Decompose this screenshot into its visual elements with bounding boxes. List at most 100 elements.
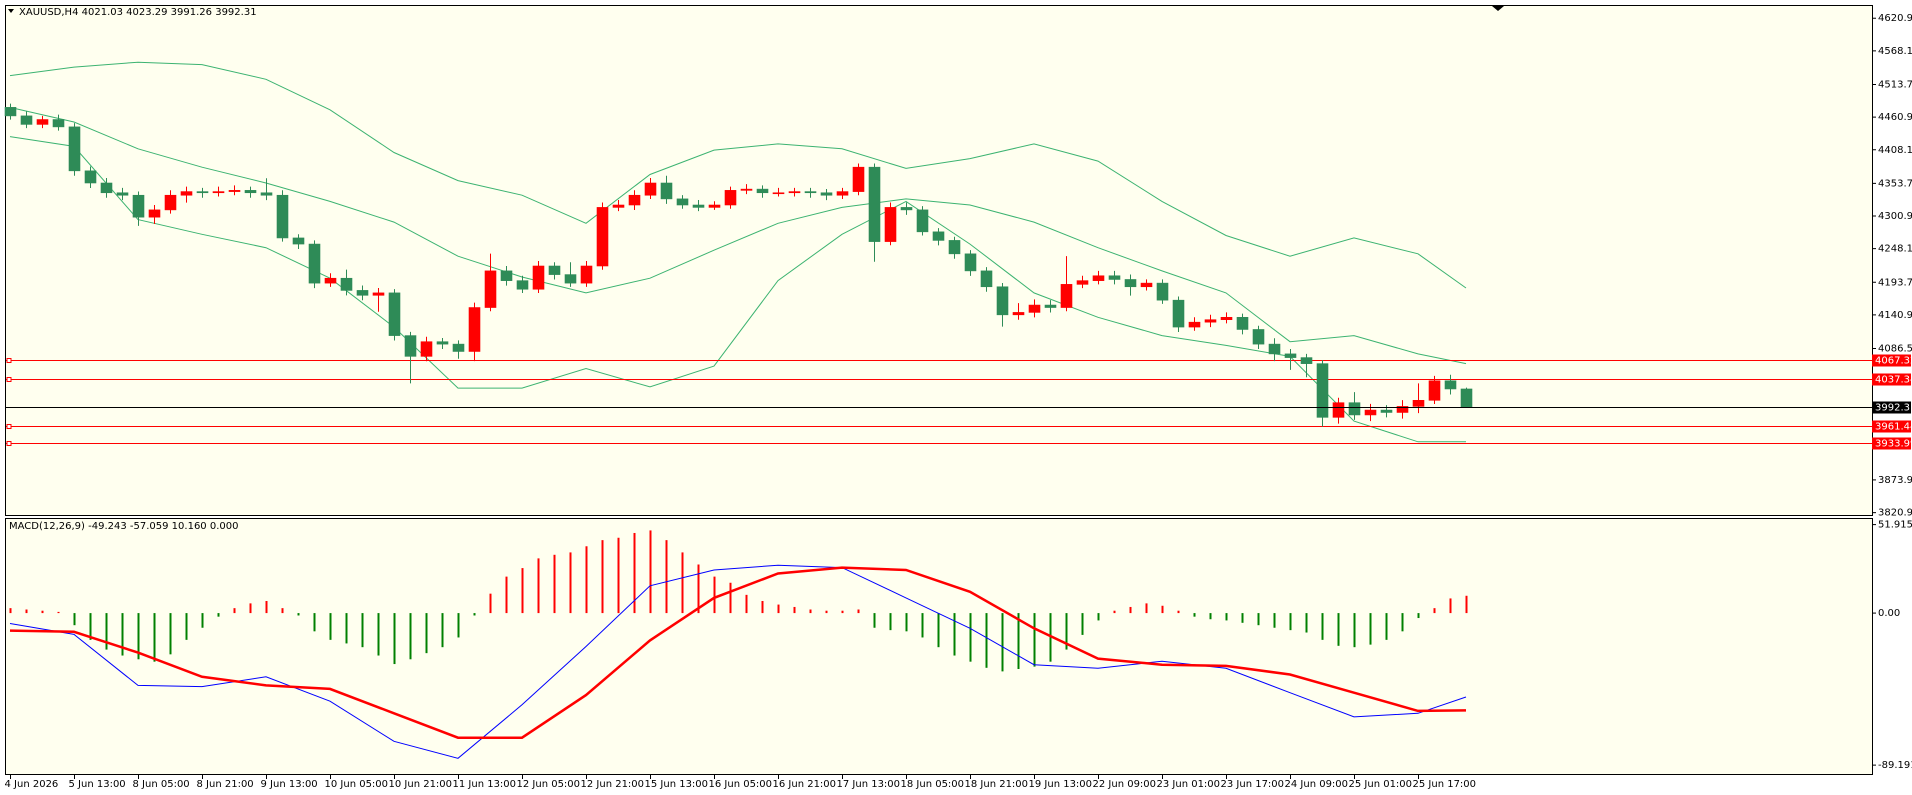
candle-body	[1428, 380, 1441, 401]
candle-body	[1076, 280, 1089, 285]
x-tick-label: 8 Jun 21:00	[197, 779, 254, 790]
menu-arrow[interactable]	[8, 9, 14, 13]
level-handle	[6, 424, 12, 429]
y-tick-label: -89.191	[1878, 760, 1912, 771]
candle-body	[676, 198, 689, 206]
candle-body	[1172, 299, 1185, 328]
candle-body	[1124, 279, 1137, 288]
candle-body	[932, 231, 945, 241]
candle-body	[1300, 357, 1313, 364]
x-tick-label: 18 Jun 21:00	[965, 779, 1029, 790]
candle-body	[436, 341, 449, 345]
x-tick-label: 19 Jun 13:00	[1029, 779, 1093, 790]
candle-body	[1236, 316, 1249, 330]
bollinger-band	[9, 106, 1467, 365]
candle-body	[1380, 409, 1393, 413]
candle-body	[1316, 363, 1329, 418]
candle-body	[324, 277, 337, 284]
candle-body	[20, 115, 33, 125]
candle-body	[1028, 304, 1041, 313]
candle-body	[1188, 321, 1201, 328]
candle-body	[260, 192, 273, 196]
candle-body	[1396, 406, 1409, 413]
candle-body	[660, 182, 673, 200]
level-label-box	[1872, 420, 1911, 433]
candle-body	[708, 204, 721, 208]
y-tick-label: 4408.10	[1878, 145, 1912, 156]
x-tick-label: 12 Jun 05:00	[517, 779, 581, 790]
candle-body	[1348, 402, 1361, 416]
candle-body	[36, 119, 49, 125]
candle-body	[100, 182, 113, 194]
x-tick-label: 8 Jun 05:00	[133, 779, 190, 790]
level-handle	[6, 358, 12, 363]
y-tick-label: 4086.50	[1878, 344, 1912, 355]
candle-body	[900, 207, 913, 211]
candle-body	[884, 207, 897, 242]
candle-body	[1140, 282, 1153, 288]
bollinger-band	[9, 61, 1467, 289]
candle-body	[500, 270, 513, 281]
candle-body	[212, 191, 225, 194]
last-price-label: 3992.31	[1875, 403, 1912, 414]
candle-body	[740, 188, 753, 191]
level-label: 3961.44	[1875, 422, 1912, 433]
macd-title: MACD(12,26,9) -49.243 -57.059 10.160 0.0…	[9, 521, 238, 532]
y-tick-label: 4353.70	[1878, 178, 1912, 189]
bollinger-band	[9, 136, 1466, 443]
candle-body	[68, 126, 81, 172]
y-tick-label: 4513.70	[1878, 79, 1912, 90]
candle-body	[180, 191, 193, 196]
candle-body	[1284, 353, 1297, 358]
x-tick-label: 11 Jun 13:00	[453, 779, 517, 790]
y-tick-label: 4300.90	[1878, 211, 1912, 222]
level-handle	[6, 441, 12, 446]
candle-body	[724, 190, 737, 206]
candle-body	[1412, 399, 1425, 407]
candle-body	[580, 265, 593, 284]
y-tick-label: 3820.90	[1878, 508, 1912, 519]
candle-body	[276, 194, 289, 239]
x-tick-label: 23 Jun 17:00	[1221, 779, 1285, 790]
candle-body	[836, 191, 849, 196]
candle-body	[1044, 304, 1057, 308]
y-tick-label: 4568.10	[1878, 46, 1912, 57]
candle-body	[516, 280, 529, 290]
level-label: 4037.34	[1875, 375, 1912, 386]
candle-body	[1444, 380, 1457, 390]
candle-body	[948, 240, 961, 255]
x-tick-label: 16 Jun 05:00	[709, 779, 773, 790]
x-tick-label: 25 Jun 17:00	[1413, 779, 1477, 790]
candle-body	[1268, 343, 1281, 355]
candle-body	[244, 190, 257, 194]
x-tick-label: 22 Jun 09:00	[1093, 779, 1157, 790]
candle-body	[612, 204, 625, 208]
x-tick-label: 18 Jun 05:00	[901, 779, 965, 790]
candle-body	[1204, 319, 1217, 323]
y-tick-label: 3873.90	[1878, 475, 1912, 486]
candle-body	[596, 207, 609, 267]
x-tick-label: 25 Jun 01:00	[1349, 779, 1413, 790]
candle-body	[1252, 329, 1265, 345]
candle-body	[52, 119, 65, 128]
y-tick-label: 4193.70	[1878, 277, 1912, 288]
candle-body	[292, 237, 305, 245]
candle-body	[484, 270, 497, 308]
shift-marker[interactable]	[1492, 6, 1504, 11]
candle-body	[772, 192, 785, 195]
candle-body	[340, 277, 353, 291]
candle-body	[452, 343, 465, 352]
x-tick-label: 10 Jun 21:00	[389, 779, 453, 790]
candle-body	[84, 170, 97, 184]
level-handle	[6, 377, 12, 382]
y-tick-label: 0.00	[1878, 608, 1900, 619]
x-tick-label: 12 Jun 21:00	[581, 779, 645, 790]
candle-body	[804, 191, 817, 194]
candle-body	[996, 286, 1009, 316]
candle-body	[916, 209, 929, 233]
candle-body	[548, 265, 561, 275]
candle-body	[1460, 388, 1473, 408]
x-tick-label: 17 Jun 13:00	[837, 779, 901, 790]
